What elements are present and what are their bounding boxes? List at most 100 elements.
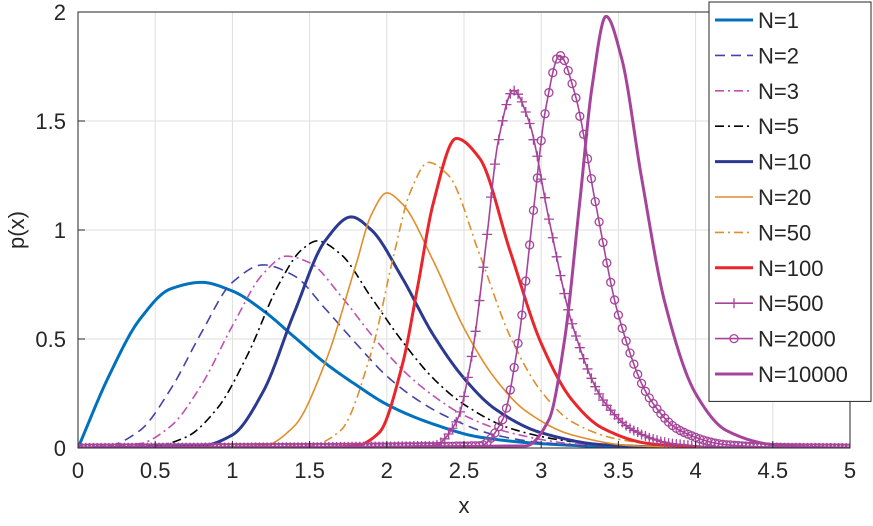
y-tick-label: 1 — [54, 218, 66, 243]
series-point-N-2000 — [598, 237, 608, 248]
series-point-N-500 — [455, 406, 466, 417]
series-point-N-2000 — [536, 135, 546, 146]
series-point-N-2000 — [528, 205, 539, 216]
legend-item: N=10000 — [715, 362, 848, 387]
legend-label: N=2 — [758, 43, 799, 68]
series-point-N-500 — [482, 229, 493, 240]
legend-item: N=2000 — [715, 327, 836, 352]
series-point-N-2000 — [636, 378, 647, 389]
series-point-N-2000 — [501, 403, 512, 413]
x-tick-label: 1.5 — [294, 458, 325, 483]
series-point-N-500 — [559, 288, 570, 299]
legend-label: N=20 — [758, 185, 811, 210]
series-point-N-500 — [520, 107, 531, 118]
series-point-N-2000 — [509, 362, 519, 373]
series-point-N-500 — [582, 363, 593, 374]
series-point-N-2000 — [505, 385, 515, 395]
legend-label: N=10000 — [758, 362, 848, 387]
series-point-N-2000 — [625, 348, 635, 358]
y-tick-label: 0 — [54, 436, 66, 461]
series-point-N-2000 — [81, 443, 91, 448]
series-point-N-500 — [574, 342, 585, 353]
x-axis-label: x — [459, 493, 470, 518]
series-line-N-2 — [78, 264, 850, 448]
series-point-N-500 — [513, 89, 524, 100]
legend-label: N=50 — [758, 220, 811, 245]
x-tick-label: 2.5 — [449, 458, 480, 483]
series-point-N-500 — [586, 373, 597, 384]
series-point-N-2000 — [559, 55, 570, 66]
series-point-N-500 — [578, 353, 589, 364]
series-point-N-2000 — [621, 336, 631, 346]
legend-marker — [729, 333, 739, 344]
legend-item: N=10 — [715, 150, 811, 175]
series-point-N-500 — [489, 159, 500, 170]
legend-label: N=2000 — [758, 327, 836, 352]
legend-item: N=20 — [715, 185, 811, 210]
x-tick-label: 0 — [72, 458, 84, 483]
series-point-N-500 — [478, 262, 489, 273]
legend-label: N=3 — [758, 79, 799, 104]
series-point-N-500 — [594, 388, 605, 399]
x-tick-label: 1 — [226, 458, 238, 483]
series-point-N-2000 — [633, 369, 643, 379]
series-N-10 — [78, 215, 850, 448]
legend-marker — [729, 298, 739, 309]
series-line-N-5 — [78, 240, 850, 448]
series-point-N-500 — [555, 270, 566, 281]
legend-item: N=100 — [715, 256, 823, 281]
legend-item: N=500 — [715, 291, 823, 316]
legend-item: N=1 — [715, 8, 799, 33]
series-point-N-2000 — [617, 323, 627, 333]
series-point-N-2000 — [609, 295, 620, 305]
series-point-N-2000 — [590, 197, 600, 207]
series-point-N-500 — [543, 214, 554, 225]
series-point-N-2000 — [494, 422, 504, 432]
series-point-N-500 — [78, 443, 87, 448]
series-N-2 — [78, 264, 850, 448]
series-point-N-500 — [540, 192, 551, 203]
x-tick-label: 2 — [381, 458, 393, 483]
series-point-N-500 — [497, 115, 508, 126]
series-point-N-2000 — [629, 359, 639, 369]
series-point-N-500 — [459, 391, 469, 402]
legend: N=1 N=2 N=3 N=5 N=10 N=20 N=50 N=100 N=500 N=2000… — [708, 1, 872, 402]
y-tick-label: 2 — [54, 0, 66, 25]
series-point-N-500 — [443, 428, 454, 439]
series-point-N-500 — [447, 423, 458, 434]
series-line-N-10 — [78, 215, 850, 448]
legend-label: N=500 — [758, 291, 823, 316]
series-N-5 — [78, 240, 850, 448]
series-point-N-2000 — [524, 240, 535, 250]
series-point-N-2000 — [548, 68, 558, 78]
series-point-N-2000 — [613, 310, 624, 320]
series-point-N-500 — [493, 134, 504, 145]
series-point-N-500 — [486, 192, 497, 203]
series-point-N-2000 — [517, 310, 527, 320]
x-tick-label: 0.5 — [140, 458, 171, 483]
series-point-N-500 — [590, 381, 601, 392]
series-point-N-2000 — [586, 173, 597, 184]
legend-label: N=1 — [758, 8, 799, 33]
legend-label: N=5 — [758, 114, 799, 139]
series-point-N-500 — [466, 351, 477, 362]
series-point-N-500 — [532, 151, 543, 162]
axes: 0 0.5 1 1.5 2 2.5 3 3.5 4 4.5 5 0 0.5 1 1.5 2 x p(x) — [4, 0, 856, 518]
y-tick-label: 1.5 — [35, 109, 66, 134]
series-point-N-500 — [470, 326, 481, 337]
series-point-N-500 — [501, 99, 512, 110]
series-point-N-2000 — [513, 338, 523, 349]
series-point-N-2000 — [606, 277, 616, 287]
x-tick-label: 5 — [844, 458, 856, 483]
x-tick-label: 3.5 — [603, 458, 634, 483]
legend-item: N=3 — [715, 79, 799, 104]
legend-label: N=100 — [758, 256, 823, 281]
series-point-N-500 — [524, 118, 535, 129]
series-point-N-500 — [516, 96, 527, 107]
series-point-N-500 — [551, 251, 562, 262]
series-point-N-2000 — [521, 276, 531, 286]
series-N-20 — [78, 192, 850, 448]
legend-item: N=5 — [715, 114, 799, 139]
x-tick-label: 4 — [689, 458, 701, 483]
